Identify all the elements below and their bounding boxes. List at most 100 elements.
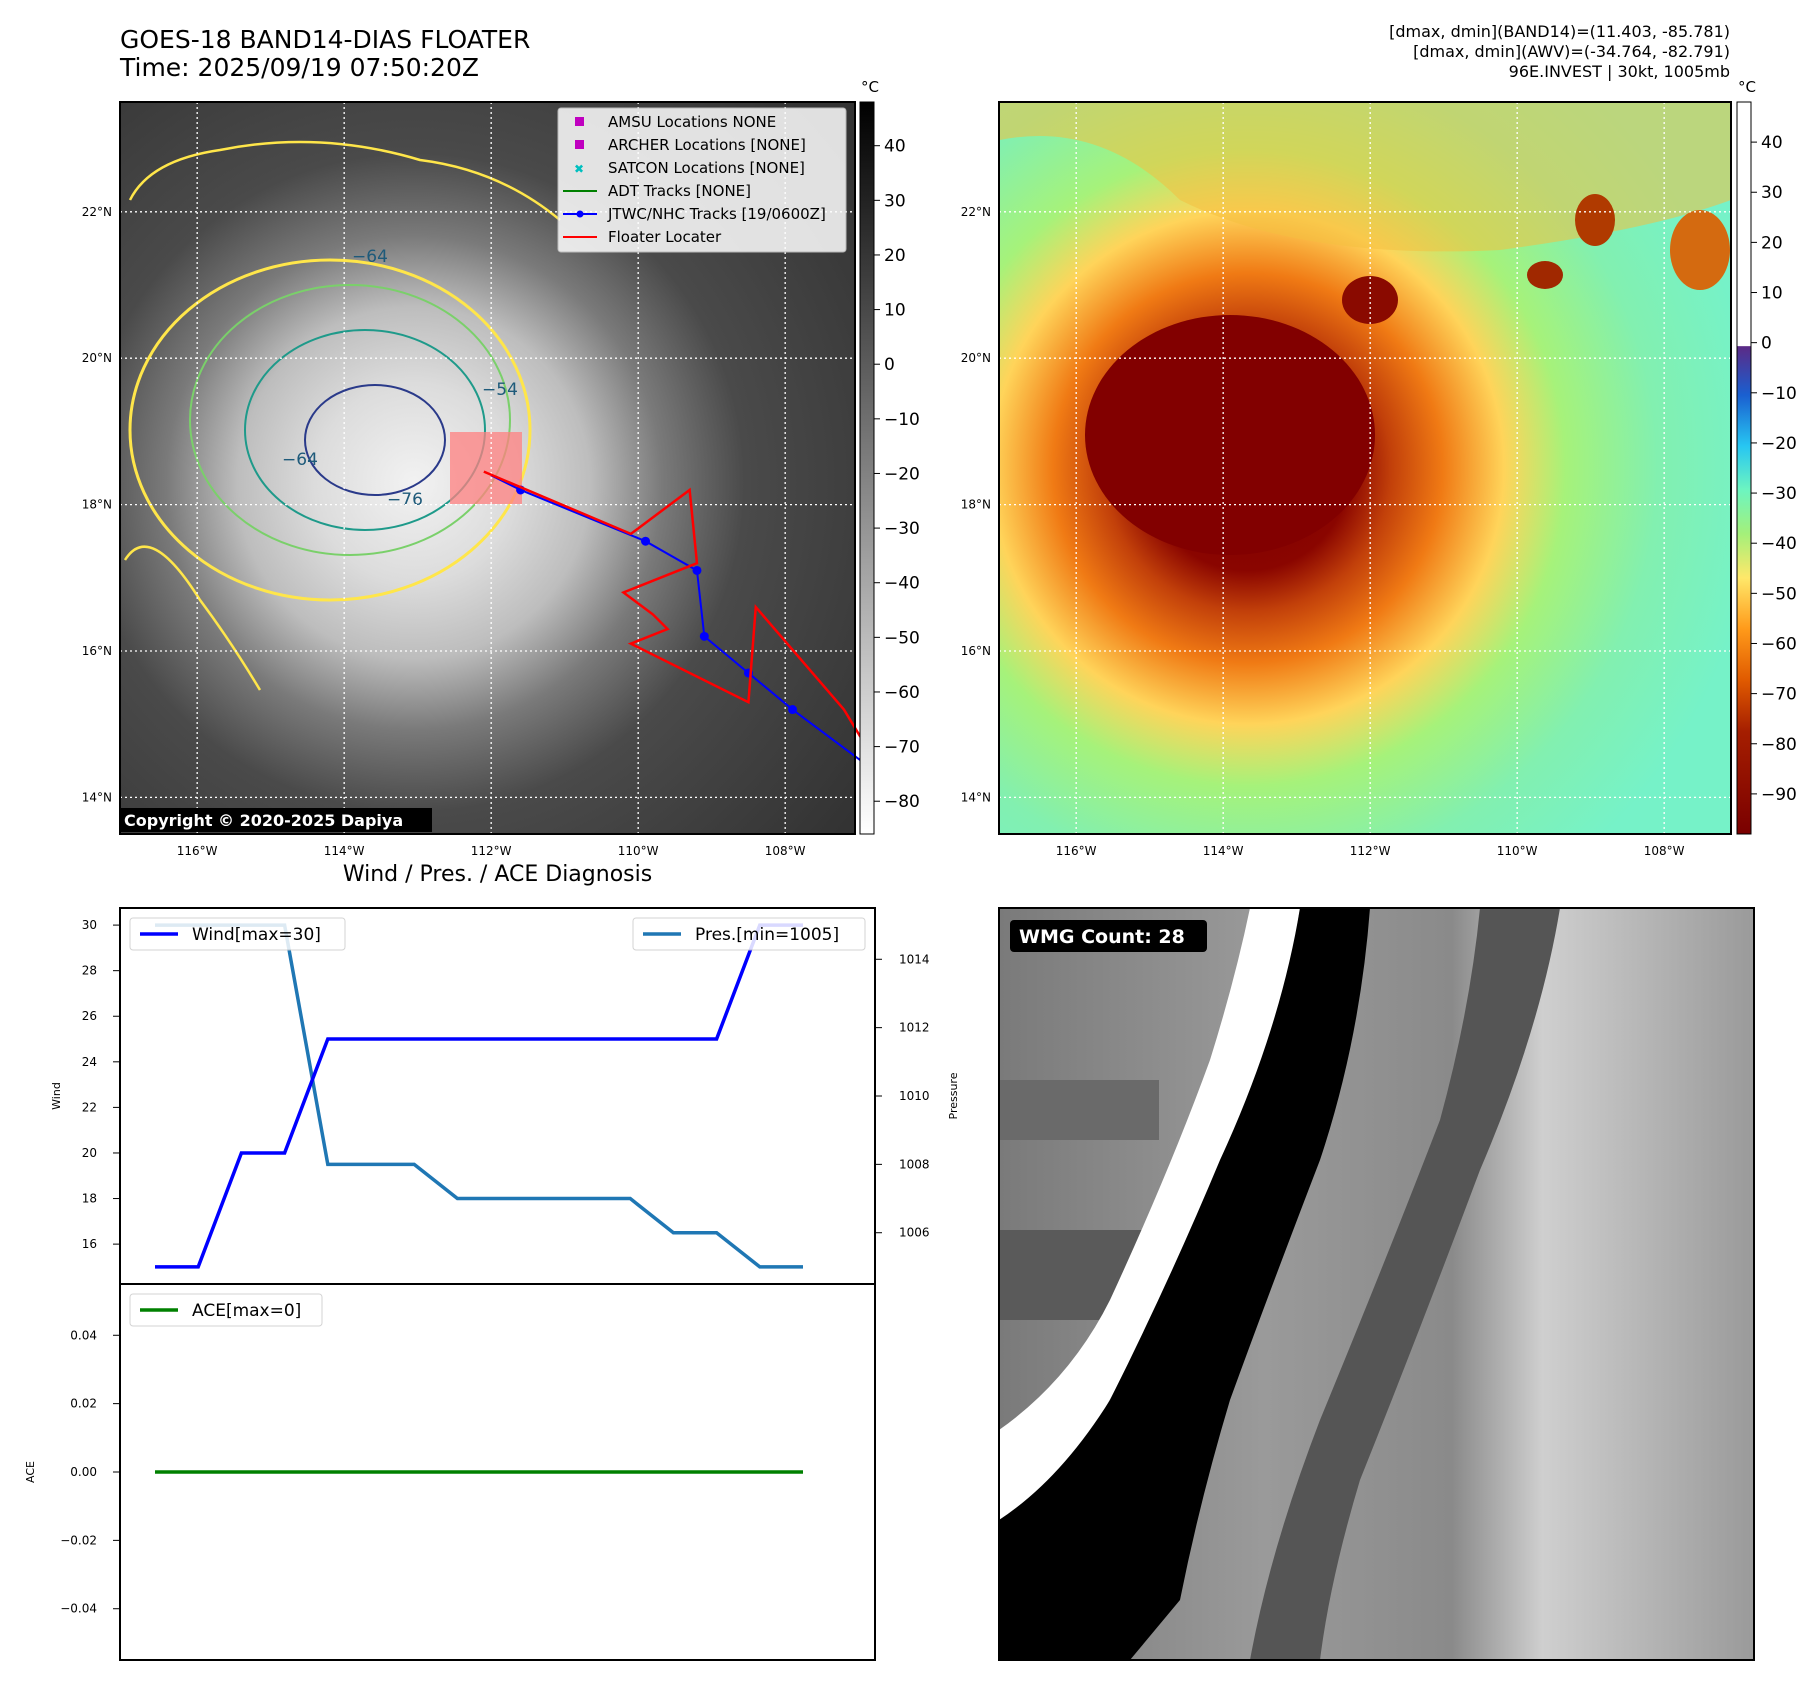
jtwc-track-point [692,565,702,575]
pressure-legend-label: Pres.[min=1005] [695,925,839,945]
color-colorbar-tick-label: −70 [1761,685,1797,705]
wind-axis-tick-label: 20 [82,1146,97,1160]
legend-x-marker: ✖ [574,162,584,176]
color-colorbar-tick-label: −60 [1761,634,1797,654]
pressure-legend: Pres.[min=1005] [632,917,866,951]
pressure-axis-tick-label: 1014 [899,952,930,966]
wmg-block-1 [999,1080,1159,1140]
color-colorbar-tick-label: −80 [1761,735,1797,755]
chart-title: GOES-18 BAND14-DIAS FLOATER [120,25,531,54]
gray-colorbar-tick-label: −50 [884,628,920,648]
color-colorbar-unit: °C [1738,78,1756,96]
contour-label: −76 [387,490,423,510]
lat-tick-label: 14°N [82,790,112,804]
wind-axis-tick-label: 24 [82,1055,97,1069]
wmg-white-band [999,908,1300,1520]
contour-navy [304,384,446,496]
contour-yellow [128,258,532,602]
wind-legend-label: Wind[max=30] [192,925,321,945]
stats-band14: [dmax, dmin](BAND14)=(11.403, -85.781) [1389,22,1730,41]
pressure-axis-label: Pressure [947,1072,960,1119]
gray-colorbar-unit: °C [861,78,879,96]
jtwc-track-point [699,631,709,641]
wmg-black-band [999,908,1370,1660]
contour-green [189,284,511,556]
wind-legend: Wind[max=30] [129,917,346,951]
ace-axis-tick-label: 0.00 [70,1465,97,1479]
gray-colorbar-tick-label: 20 [884,246,906,266]
ace-legend-label: ACE[max=0] [192,1301,301,1321]
legend-item-label: JTWC/NHC Tracks [19/0600Z] [607,205,826,223]
lon-tick-label: 116°W [177,844,218,858]
lon-tick-label: 112°W [471,844,512,858]
floater-track-line [483,470,868,747]
ace-axis-label: ACE [24,1461,37,1483]
lat-tick-label: 20°N [961,351,991,365]
lat-tick-label: 22°N [961,205,991,219]
lon-tick-label: 110°W [1497,844,1538,858]
gray-colorbar-tick-label: −10 [884,410,920,430]
legend-dot-marker [576,210,584,218]
color-colorbar-tick-label: 0 [1761,334,1772,354]
ir-map-frame [119,101,856,835]
gray-colorbar-tick-label: 10 [884,301,906,321]
ace-axis-tick-label: −0.04 [60,1602,97,1616]
wind-axis-label: Wind [50,1082,63,1110]
lon-tick-label: 114°W [1203,844,1244,858]
gray-colorbar [859,101,875,835]
wind-axis-tick-label: 18 [82,1192,97,1206]
wind-pressure-frame [119,907,876,1285]
color-colorbar-tick-label: 40 [1761,133,1783,153]
wmg-dark-band [1250,908,1560,1660]
wind-series-line [155,923,803,1269]
legend-item-label: ADT Tracks [NONE] [608,182,751,200]
gray-colorbar-tick-label: −70 [884,738,920,758]
stats-awv: [dmax, dmin](AWV)=(-34.764, -82.791) [1413,42,1730,61]
stats-block: [dmax, dmin](BAND14)=(11.403, -85.781) [… [1230,22,1730,82]
jtwc-track-point [641,536,651,546]
lat-tick-label: 16°N [961,644,991,658]
lon-tick-label: 114°W [324,844,365,858]
awv-core [1085,315,1375,555]
color-colorbar-tick-label: 10 [1761,284,1783,304]
contour-label: −64 [282,450,318,470]
gray-colorbar-tick-label: −40 [884,574,920,594]
map-legend: AMSU Locations NONE ARCHER Locations [NON… [557,107,847,253]
wind-axis-tick-label: 26 [82,1009,97,1023]
copyright-box [120,808,432,832]
awv-cell-1 [1342,276,1398,324]
awv-map-panel: 116°W 114°W 112°W 110°W 108°W 22°N 20°N 18°N 16°… [961,78,1797,858]
color-colorbar-tick-label: −30 [1761,484,1797,504]
color-colorbar-tick-label: −10 [1761,384,1797,404]
gray-colorbar-tick-label: −80 [884,792,920,812]
chart-time: Time: 2025/09/19 07:50:20Z [120,53,479,82]
contour-yellow-north [128,140,561,221]
contour-label: −54 [482,380,518,400]
ir-map-panel: −64 −76 −54 −64 116°W 114°W 112°W 110°W 108°W 22… [82,78,920,858]
pressure-axis-tick-label: 1008 [899,1157,930,1171]
stats-storm: 96E.INVEST | 30kt, 1005mb [1508,62,1730,81]
ace-axis-tick-label: −0.02 [60,1533,97,1547]
pressure-axis-tick-label: 1010 [899,1089,930,1103]
diagnosis-title: Wind / Pres. / ACE Diagnosis [342,862,653,887]
lat-tick-label: 22°N [82,205,112,219]
color-colorbar-tick-label: −50 [1761,584,1797,604]
wind-axis-tick-label: 28 [82,964,97,978]
color-colorbar-tick-label: −90 [1761,785,1797,805]
ace-panel: 0.04 0.02 0.00 −0.02 −0.04 ACE[max=0] ACE [24,1283,876,1661]
pressure-axis-tick-label: 1006 [899,1226,930,1240]
lat-tick-label: 14°N [961,790,991,804]
color-colorbar [1736,101,1752,835]
lat-tick-label: 18°N [961,498,991,512]
color-colorbar-tick-label: −20 [1761,434,1797,454]
legend-square-marker [575,117,584,126]
legend-item-label: SATCON Locations [NONE] [608,159,805,177]
gray-colorbar-tick-label: 30 [884,191,906,211]
color-colorbar-tick-label: 30 [1761,183,1783,203]
lon-tick-label: 116°W [1056,844,1097,858]
contour-yellow-south [123,545,262,691]
awv-cell-4 [1670,210,1730,290]
contour-teal [244,329,486,531]
gray-colorbar-tick-label: −60 [884,683,920,703]
